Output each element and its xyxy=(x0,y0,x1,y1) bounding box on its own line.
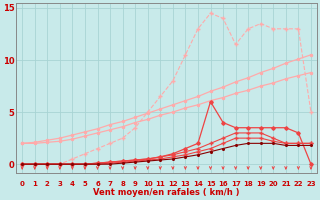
X-axis label: Vent moyen/en rafales ( km/h ): Vent moyen/en rafales ( km/h ) xyxy=(93,188,240,197)
